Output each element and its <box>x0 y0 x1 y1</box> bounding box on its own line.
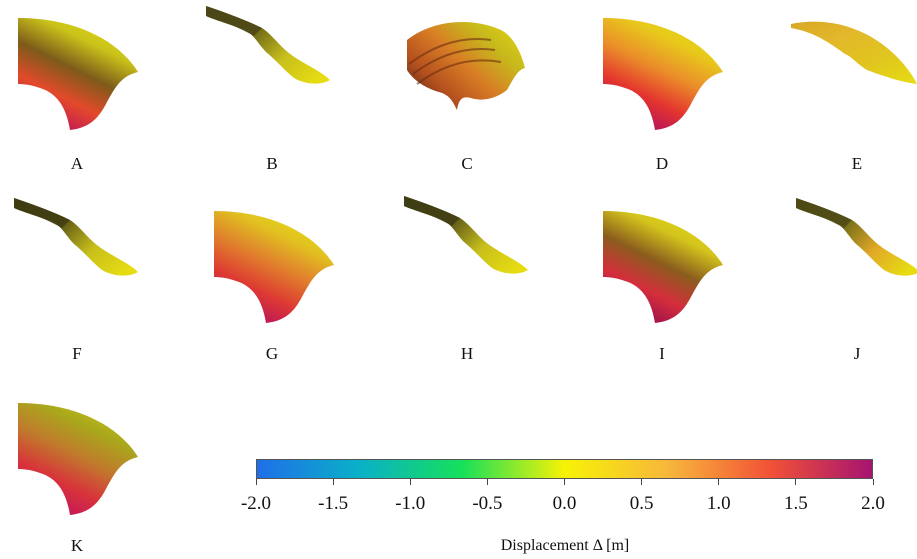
surface-shape-D <box>603 18 723 130</box>
surface-E <box>791 21 917 84</box>
surface-fold-H <box>404 196 460 226</box>
colorbar-tick-mark <box>486 479 488 485</box>
colorbar-tick-label: 0.5 <box>629 493 654 514</box>
colorbar-tick-mark <box>872 479 874 485</box>
colorbar-tick-label: 1.5 <box>784 493 808 514</box>
panel-label-B: B <box>266 154 278 173</box>
colorbar-tick-mark <box>564 479 565 485</box>
surface-K <box>18 403 138 515</box>
surface-shape-A <box>18 18 138 130</box>
colorbar-tick-mark <box>255 479 257 485</box>
surface-shape-E <box>791 21 917 84</box>
panel-H <box>394 190 554 330</box>
panel-label-C: C <box>461 154 473 173</box>
panel-E <box>787 10 917 150</box>
colorbar-tick-label: -1.5 <box>318 493 349 514</box>
panel-A <box>10 10 170 150</box>
wrinkle-1 <box>412 48 496 75</box>
panel-C <box>395 10 555 150</box>
colorbar-tick-label: -1.0 <box>395 493 426 514</box>
surface-C <box>407 21 525 110</box>
wrinkle-2 <box>416 59 502 85</box>
colorbar-tick-mark <box>332 479 334 485</box>
surface-fold-F <box>14 198 70 228</box>
panel-label-H: H <box>460 344 474 363</box>
surface-F <box>14 198 138 276</box>
surface-shape-C <box>407 21 525 110</box>
colorbar-tick-mark <box>718 479 720 485</box>
panel-K <box>10 395 170 535</box>
surface-shape-I <box>603 211 723 323</box>
panel-label-D: D <box>655 154 669 173</box>
panel-D <box>595 10 755 150</box>
panel-G <box>206 203 366 343</box>
panel-F <box>4 192 164 332</box>
colorbar-tick-label: 0.0 <box>552 493 577 514</box>
surface-shape-G <box>214 211 334 323</box>
surface-H <box>404 196 528 274</box>
surface-B <box>206 6 330 84</box>
panel-label-A: A <box>70 154 84 173</box>
colorbar-tick-label: 2.0 <box>861 493 885 514</box>
colorbar-tick-mark <box>641 479 643 485</box>
surface-shape-K <box>18 403 138 515</box>
surface-fold-J <box>796 198 852 228</box>
panel-B <box>196 0 356 140</box>
panel-label-I: I <box>659 344 665 363</box>
surface-G <box>214 211 334 323</box>
panel-I <box>595 203 755 343</box>
colorbar-tick-mark <box>795 479 797 485</box>
panel-label-F: F <box>72 344 82 363</box>
colorbar-tick-label: -0.5 <box>472 493 503 514</box>
panel-label-K: K <box>70 536 84 555</box>
surface-J <box>796 198 917 276</box>
colorbar-tick-label: -2.0 <box>240 493 272 514</box>
colorbar-tick-mark <box>409 479 411 485</box>
panel-label-E: E <box>851 154 863 173</box>
surface-A <box>18 18 138 130</box>
colorbar <box>256 459 873 479</box>
panel-label-G: G <box>265 344 279 363</box>
wrinkle-0 <box>408 38 492 65</box>
colorbar-title: Displacement Δ [m] <box>500 537 630 554</box>
surface-fold-B <box>206 6 262 36</box>
surface-D <box>603 18 723 130</box>
panel-J <box>786 192 917 332</box>
surface-I <box>603 211 723 323</box>
panel-label-J: J <box>853 344 861 363</box>
colorbar-tick-label: 1.0 <box>706 493 731 514</box>
